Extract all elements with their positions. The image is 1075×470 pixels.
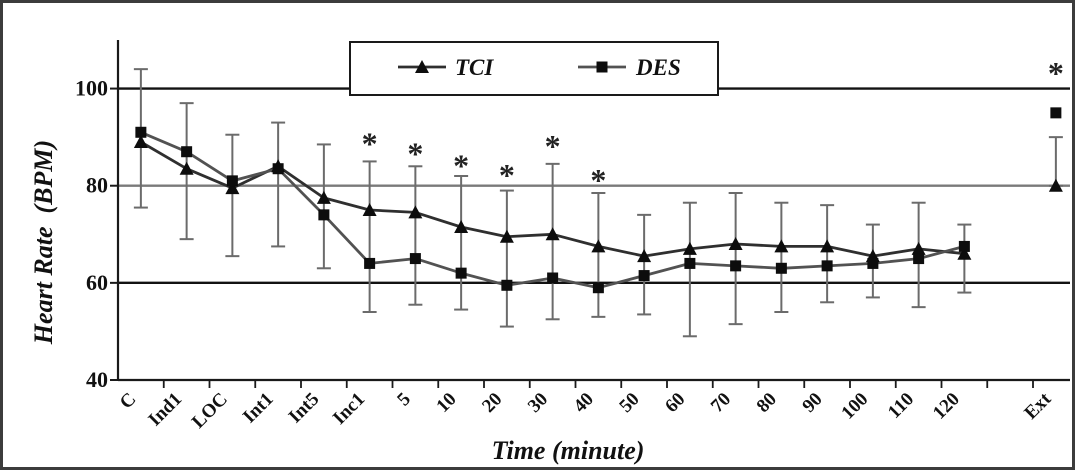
error-bar — [728, 192, 743, 326]
y-tick-label: 80 — [86, 173, 108, 198]
des-marker — [1050, 107, 1062, 119]
legend-box — [349, 41, 719, 96]
error-bar — [408, 165, 423, 306]
tci-marker — [728, 237, 743, 250]
tci-marker — [911, 241, 926, 255]
tci-marker — [545, 227, 560, 241]
des-marker — [730, 260, 742, 272]
error-bar — [225, 133, 240, 258]
significance-markers: * * * * * * * — [362, 55, 1064, 198]
x-axis-title: Time (minute) — [492, 436, 645, 465]
tci-marker — [454, 220, 469, 233]
legend-square-marker — [596, 61, 608, 73]
tci-marker — [408, 205, 423, 219]
tci-marker — [682, 241, 697, 255]
des-marker — [364, 257, 376, 269]
tci-marker — [820, 239, 835, 253]
des-marker — [821, 260, 833, 272]
legend-des-label: DES — [635, 55, 681, 80]
error-bar — [271, 121, 286, 248]
des-marker — [226, 175, 238, 187]
significance-asterisk: * — [407, 135, 423, 171]
tci-marker — [133, 135, 148, 148]
axes — [110, 40, 1070, 388]
significance-asterisk: * — [1048, 55, 1064, 91]
series-markers — [133, 107, 1063, 294]
des-marker — [318, 209, 330, 221]
error-bar — [820, 204, 835, 304]
des-marker — [501, 279, 513, 291]
y-tick-label: 100 — [75, 76, 108, 101]
legend: TCI DES — [349, 41, 719, 96]
error-bar — [316, 143, 331, 270]
significance-asterisk: * — [590, 162, 606, 198]
significance-asterisk: * — [545, 128, 561, 164]
y-tick-label: 60 — [86, 270, 108, 295]
error-bar — [637, 213, 652, 316]
error-bar — [591, 192, 606, 318]
tci-marker — [179, 161, 194, 175]
tci-marker — [316, 190, 331, 204]
des-marker — [272, 163, 284, 175]
y-tick-label: 40 — [86, 367, 108, 392]
des-marker — [638, 270, 650, 282]
error-bar — [774, 201, 789, 313]
des-marker — [958, 240, 970, 252]
tci-marker — [1048, 178, 1063, 192]
des-marker — [592, 282, 604, 294]
des-marker — [684, 257, 696, 269]
tci-marker — [591, 239, 606, 253]
legend-entry-tci: TCI — [398, 55, 494, 80]
error-bar — [545, 162, 560, 321]
tci-marker — [637, 249, 652, 263]
des-marker — [867, 257, 879, 269]
legend-triangle-marker — [415, 60, 429, 73]
legend-entry-des: DES — [578, 55, 681, 80]
error-bars — [133, 68, 1063, 338]
y-tick-labels: 40 60 80 100 — [75, 76, 108, 392]
significance-asterisk: * — [453, 147, 469, 183]
error-bar — [362, 160, 377, 313]
des-marker — [547, 272, 559, 284]
des-marker — [913, 253, 925, 265]
des-marker — [775, 262, 787, 274]
tci-marker — [499, 229, 514, 243]
des-marker — [135, 126, 147, 138]
error-bar — [682, 201, 697, 338]
legend-tci-label: TCI — [455, 55, 494, 80]
error-bar — [499, 189, 514, 328]
des-marker — [409, 253, 421, 265]
tci-marker — [774, 239, 789, 253]
error-bar — [454, 175, 469, 311]
significance-asterisk: * — [362, 126, 378, 162]
des-marker — [181, 146, 193, 158]
tci-marker — [957, 246, 972, 260]
y-axis-title: Heart Rate (BPM) — [29, 140, 58, 345]
tci-marker — [362, 203, 377, 216]
des-marker — [455, 267, 467, 279]
tci-marker — [225, 181, 240, 195]
significance-asterisk: * — [499, 157, 515, 193]
